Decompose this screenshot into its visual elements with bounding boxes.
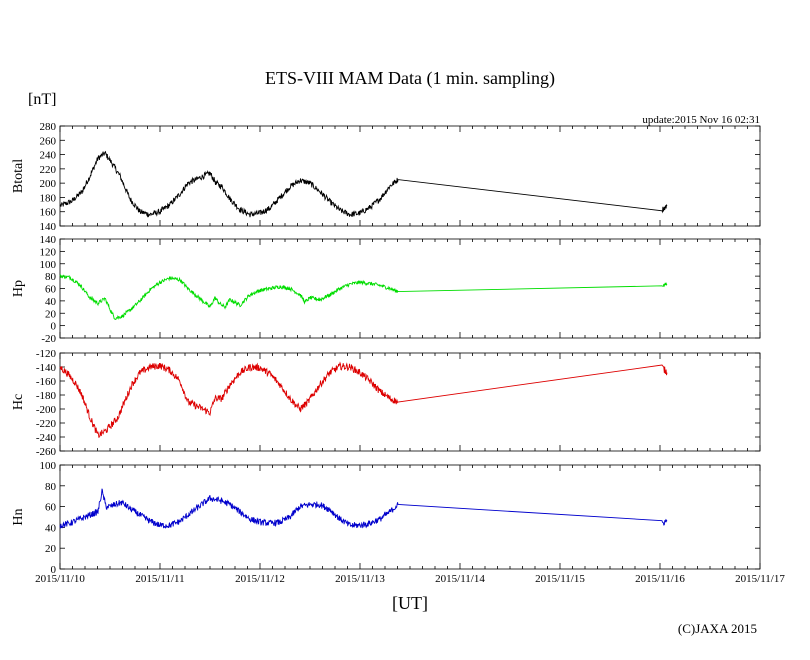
y-tick-label: 0 [51, 321, 57, 333]
y-tick-label: 200 [40, 178, 57, 190]
x-tick-labels: 2015/11/10 2015/11/11 2015/11/12 2015/11/13… [35, 573, 785, 585]
y-tick-label: 60 [45, 502, 57, 514]
x-tick-label: 2015/11/15 [535, 573, 585, 585]
y-tick-label: 140 [40, 234, 57, 246]
y-tick-label: 80 [45, 481, 57, 493]
series-line-hp [59, 274, 668, 320]
y-tick-label: 160 [40, 207, 57, 219]
x-axis-label: [UT] [392, 593, 428, 613]
y-tick-label: 100 [40, 259, 57, 271]
y-tick-label: -160 [36, 376, 57, 388]
y-tick-label: 20 [45, 308, 57, 320]
y-tick-label: 120 [40, 246, 57, 258]
x-tick-label: 2015/11/16 [635, 573, 685, 585]
y-tick-label: 40 [45, 522, 57, 534]
panel-frame [59, 464, 761, 570]
x-tick-label: 2015/11/11 [135, 573, 184, 585]
y-tick-label: 100 [40, 460, 57, 472]
y-tick-label: 260 [40, 135, 57, 147]
x-tick-label: 2015/11/12 [235, 573, 285, 585]
series-line-hn [59, 488, 668, 529]
y-tick-label: 220 [40, 164, 57, 176]
panel-frame [59, 125, 761, 227]
y-axis-label-hp: Hp [11, 280, 26, 297]
x-tick-label: 2015/11/10 [35, 573, 85, 585]
unit-label: [nT] [28, 91, 56, 108]
y-axis-label-btotal: Btotal [11, 159, 26, 193]
series-line-btotal [59, 150, 668, 218]
y-axis-label-hc: Hc [11, 394, 26, 410]
update-label: update:2015 Nov 16 02:31 [642, 114, 760, 126]
y-tick-label: 140 [40, 221, 57, 233]
y-tick-label: 280 [40, 121, 57, 133]
y-tick-label: -180 [36, 390, 57, 402]
y-tick-label: 240 [40, 150, 57, 162]
y-tick-label: -240 [36, 432, 57, 444]
y-tick-label: -260 [36, 446, 57, 458]
y-tick-label: -20 [41, 333, 56, 345]
series-line-hc [59, 361, 668, 438]
panel-hn: 0 20 40 60 80 100 Hn [11, 460, 761, 576]
y-tick-label: -220 [36, 418, 57, 430]
y-axis-label-hn: Hn [11, 508, 26, 525]
panel-frame [59, 238, 761, 339]
panels-group: 140160180200220240260280Btotal-200204060… [11, 121, 761, 576]
y-tick-label: 0 [51, 564, 57, 576]
x-tick-label: 2015/11/14 [435, 573, 485, 585]
chart-title: ETS-VIII MAM Data (1 min. sampling) [265, 68, 555, 89]
panel-hc: -260 -240 -220 -200 -180 -160 -140 -120 Hc [11, 348, 761, 458]
copyright-label: (C)JAXA 2015 [678, 621, 757, 636]
y-tick-label: -140 [36, 362, 57, 374]
y-tick-label: 60 [45, 284, 57, 296]
x-tick-label: 2015/11/17 [735, 573, 785, 585]
y-tick-label: 180 [40, 192, 57, 204]
y-tick-label: -120 [36, 348, 57, 360]
panel-btotal: 140 160 180 200 220 240 260 280 Btotal [11, 121, 761, 233]
y-tick-label: 40 [45, 296, 57, 308]
y-tick-label: 80 [45, 271, 57, 283]
x-tick-label: 2015/11/13 [335, 573, 385, 585]
y-tick-label: 20 [45, 543, 57, 555]
y-tick-label: -200 [36, 404, 57, 416]
